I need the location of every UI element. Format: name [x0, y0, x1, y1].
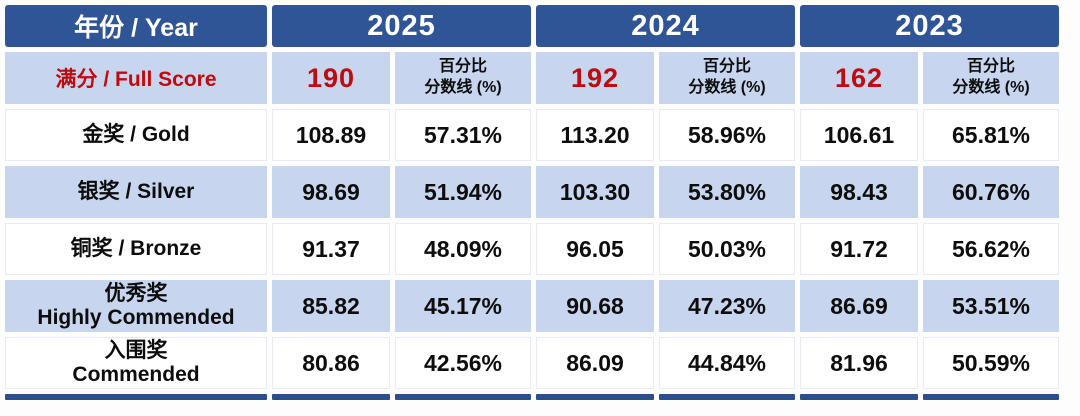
percent-cell: 48.09%: [395, 223, 531, 275]
award-row-gold: 金奖 / Gold 108.89 57.31% 113.20 58.96% 10…: [5, 109, 1059, 161]
year-column-header: 年份 / Year: [5, 5, 267, 47]
score-cell: 91.72: [800, 223, 918, 275]
percent-cell: 51.94%: [395, 166, 531, 218]
percent-column-header-2023: 百分比 分数线 (%): [923, 52, 1059, 104]
score-cell: 86.69: [800, 280, 918, 332]
score-cell: 80.86: [272, 337, 390, 389]
bottom-bar-segment: [395, 394, 531, 400]
percent-column-header-2025: 百分比 分数线 (%): [395, 52, 531, 104]
bottom-bar-segment: [923, 394, 1059, 400]
score-cell: 108.89: [272, 109, 390, 161]
percent-header-line2: 分数线 (%): [952, 79, 1030, 96]
score-cell: 113.20: [536, 109, 654, 161]
award-label-line1: 优秀奖: [104, 281, 168, 305]
award-label-line1: 铜奖 / Bronze: [70, 236, 202, 260]
award-label-cell: 银奖 / Silver: [5, 166, 267, 218]
full-score-2023: 162: [800, 52, 918, 104]
percent-header-line1: 百分比: [438, 58, 487, 76]
percent-column-header-2024: 百分比 分数线 (%): [659, 52, 795, 104]
percent-cell: 57.31%: [395, 109, 531, 161]
percent-cell: 65.81%: [923, 109, 1059, 161]
score-cell: 106.61: [800, 109, 918, 161]
award-label-line1: 金奖 / Gold: [82, 122, 190, 146]
bottom-bar-segment: [272, 394, 390, 400]
bottom-bar-segment: [5, 394, 267, 400]
year-header-2025: 2025: [272, 5, 531, 47]
award-row-highly-commended: 优秀奖 Highly Commended 85.82 45.17% 90.68 …: [5, 280, 1059, 332]
full-score-row: 满分 / Full Score 190 百分比 分数线 (%) 192 百分比 …: [5, 52, 1059, 104]
award-label-line2: Highly Commended: [37, 306, 235, 329]
bottom-bar-segment: [800, 394, 918, 400]
award-label-line1: 银奖 / Silver: [77, 179, 195, 203]
score-cell: 98.43: [800, 166, 918, 218]
percent-cell: 42.56%: [395, 337, 531, 389]
percent-cell: 53.80%: [659, 166, 795, 218]
table-header-row: 年份 / Year 2025 2024 2023: [5, 5, 1059, 47]
award-label-line2: Commended: [72, 363, 200, 386]
score-cell: 91.37: [272, 223, 390, 275]
award-row-silver: 银奖 / Silver 98.69 51.94% 103.30 53.80% 9…: [5, 166, 1059, 218]
percent-cell: 58.96%: [659, 109, 795, 161]
percent-cell: 45.17%: [395, 280, 531, 332]
percent-header-line1: 百分比: [702, 58, 751, 76]
award-row-bronze: 铜奖 / Bronze 91.37 48.09% 96.05 50.03% 91…: [5, 223, 1059, 275]
award-label-cell: 优秀奖 Highly Commended: [5, 280, 267, 332]
year-header-2024: 2024: [536, 5, 795, 47]
percent-header-line2: 分数线 (%): [424, 79, 502, 96]
bottom-bar-segment: [659, 394, 795, 400]
full-score-label: 满分 / Full Score: [5, 52, 267, 104]
percent-cell: 60.76%: [923, 166, 1059, 218]
award-label-cell: 金奖 / Gold: [5, 109, 267, 161]
award-label-cell: 铜奖 / Bronze: [5, 223, 267, 275]
percent-cell: 53.51%: [923, 280, 1059, 332]
score-cell: 90.68: [536, 280, 654, 332]
bottom-accent-bar: [5, 394, 1059, 400]
award-label-line1: 入围奖: [104, 338, 168, 362]
percent-cell: 47.23%: [659, 280, 795, 332]
score-cell: 86.09: [536, 337, 654, 389]
percent-header-line1: 百分比: [966, 58, 1015, 76]
award-label-cell: 入围奖 Commended: [5, 337, 267, 389]
full-score-2025: 190: [272, 52, 390, 104]
score-cell: 81.96: [800, 337, 918, 389]
score-cell: 98.69: [272, 166, 390, 218]
score-cell: 85.82: [272, 280, 390, 332]
award-row-commended: 入围奖 Commended 80.86 42.56% 86.09 44.84% …: [5, 337, 1059, 389]
percent-cell: 50.59%: [923, 337, 1059, 389]
award-score-table: 年份 / Year 2025 2024 2023 满分 / Full Score…: [5, 5, 1059, 400]
percent-header-line2: 分数线 (%): [688, 79, 766, 96]
year-header-2023: 2023: [800, 5, 1059, 47]
percent-cell: 50.03%: [659, 223, 795, 275]
score-cell: 96.05: [536, 223, 654, 275]
score-cell: 103.30: [536, 166, 654, 218]
percent-cell: 56.62%: [923, 223, 1059, 275]
percent-cell: 44.84%: [659, 337, 795, 389]
full-score-2024: 192: [536, 52, 654, 104]
bottom-bar-segment: [536, 394, 654, 400]
